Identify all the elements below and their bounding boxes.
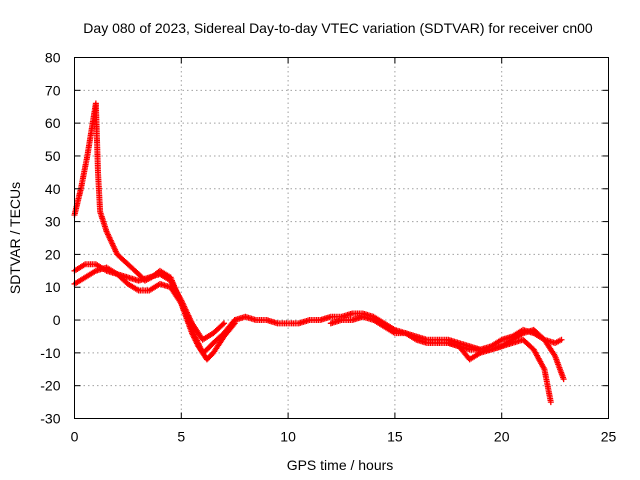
y-tick-label: 40 [45,181,61,197]
x-tick-label: 5 [177,429,185,445]
x-tick-label: 0 [71,429,79,445]
y-tick-label: 80 [45,50,61,66]
y-tick-label: -30 [40,411,60,427]
y-tick-label: 10 [45,279,61,295]
axis-ticks: -30 -20 -10 0 10 20 30 40 50 60 70 80 0 5 10 15 20 25 [40,50,616,445]
data-point [560,376,567,383]
data-point [221,320,228,327]
y-tick-label: 50 [45,148,61,164]
grid-lines [74,57,609,419]
y-tick-label: 60 [45,115,61,131]
data-point [558,336,565,343]
y-tick-label: -20 [40,378,60,394]
x-axis-label: GPS time / hours [287,457,394,473]
data-point [219,321,226,328]
chart-title: Day 080 of 2023, Sidereal Day-to-day VTE… [83,20,593,36]
x-tick-label: 10 [280,429,296,445]
x-tick-label: 20 [494,429,510,445]
data-points [71,100,567,406]
y-tick-label: 70 [45,82,61,98]
y-tick-label: -10 [40,345,60,361]
plot-frame [74,57,609,419]
y-tick-label: 30 [45,214,61,230]
data-point [547,399,554,406]
y-tick-label: 20 [45,246,61,262]
x-tick-label: 25 [601,429,617,445]
y-tick-label: 0 [53,312,61,328]
y-axis-label: SDTVAR / TECUs [7,182,23,294]
data-point [230,321,237,328]
x-tick-label: 15 [387,429,403,445]
